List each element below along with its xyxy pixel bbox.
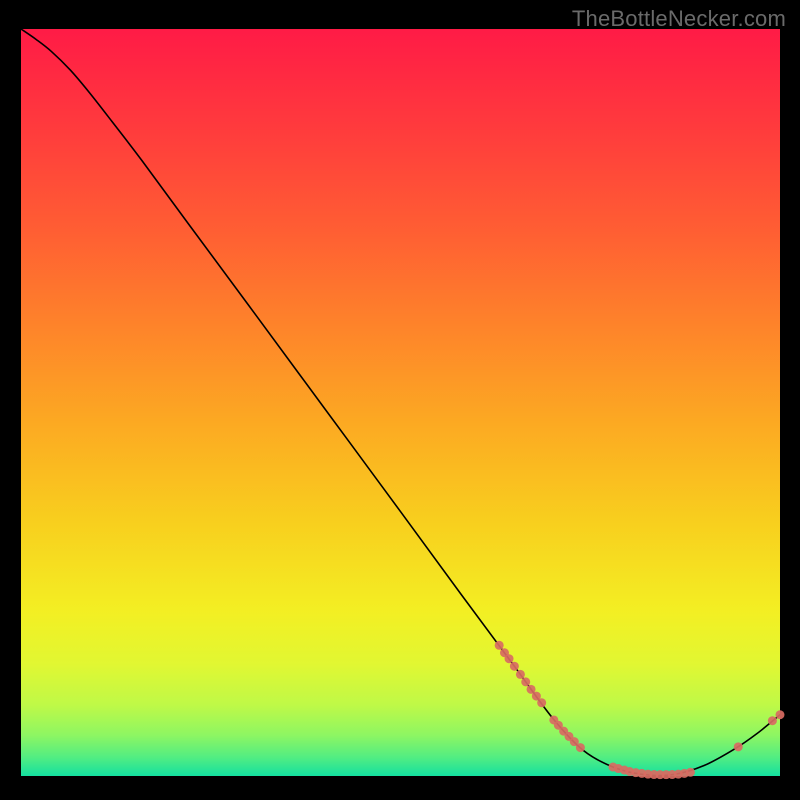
scatter-point bbox=[776, 710, 785, 719]
scatter-point bbox=[576, 743, 585, 752]
plot-background bbox=[21, 29, 780, 776]
scatter-point bbox=[768, 716, 777, 725]
scatter-point bbox=[734, 742, 743, 751]
chart-container: TheBottleNecker.com bbox=[0, 0, 800, 800]
scatter-point bbox=[495, 641, 504, 650]
bottleneck-chart bbox=[0, 0, 800, 800]
scatter-point bbox=[505, 654, 514, 663]
scatter-point bbox=[686, 768, 695, 777]
scatter-point bbox=[537, 698, 546, 707]
scatter-point bbox=[516, 670, 525, 679]
attribution-text: TheBottleNecker.com bbox=[572, 6, 786, 32]
scatter-point bbox=[521, 677, 530, 686]
scatter-point bbox=[510, 662, 519, 671]
